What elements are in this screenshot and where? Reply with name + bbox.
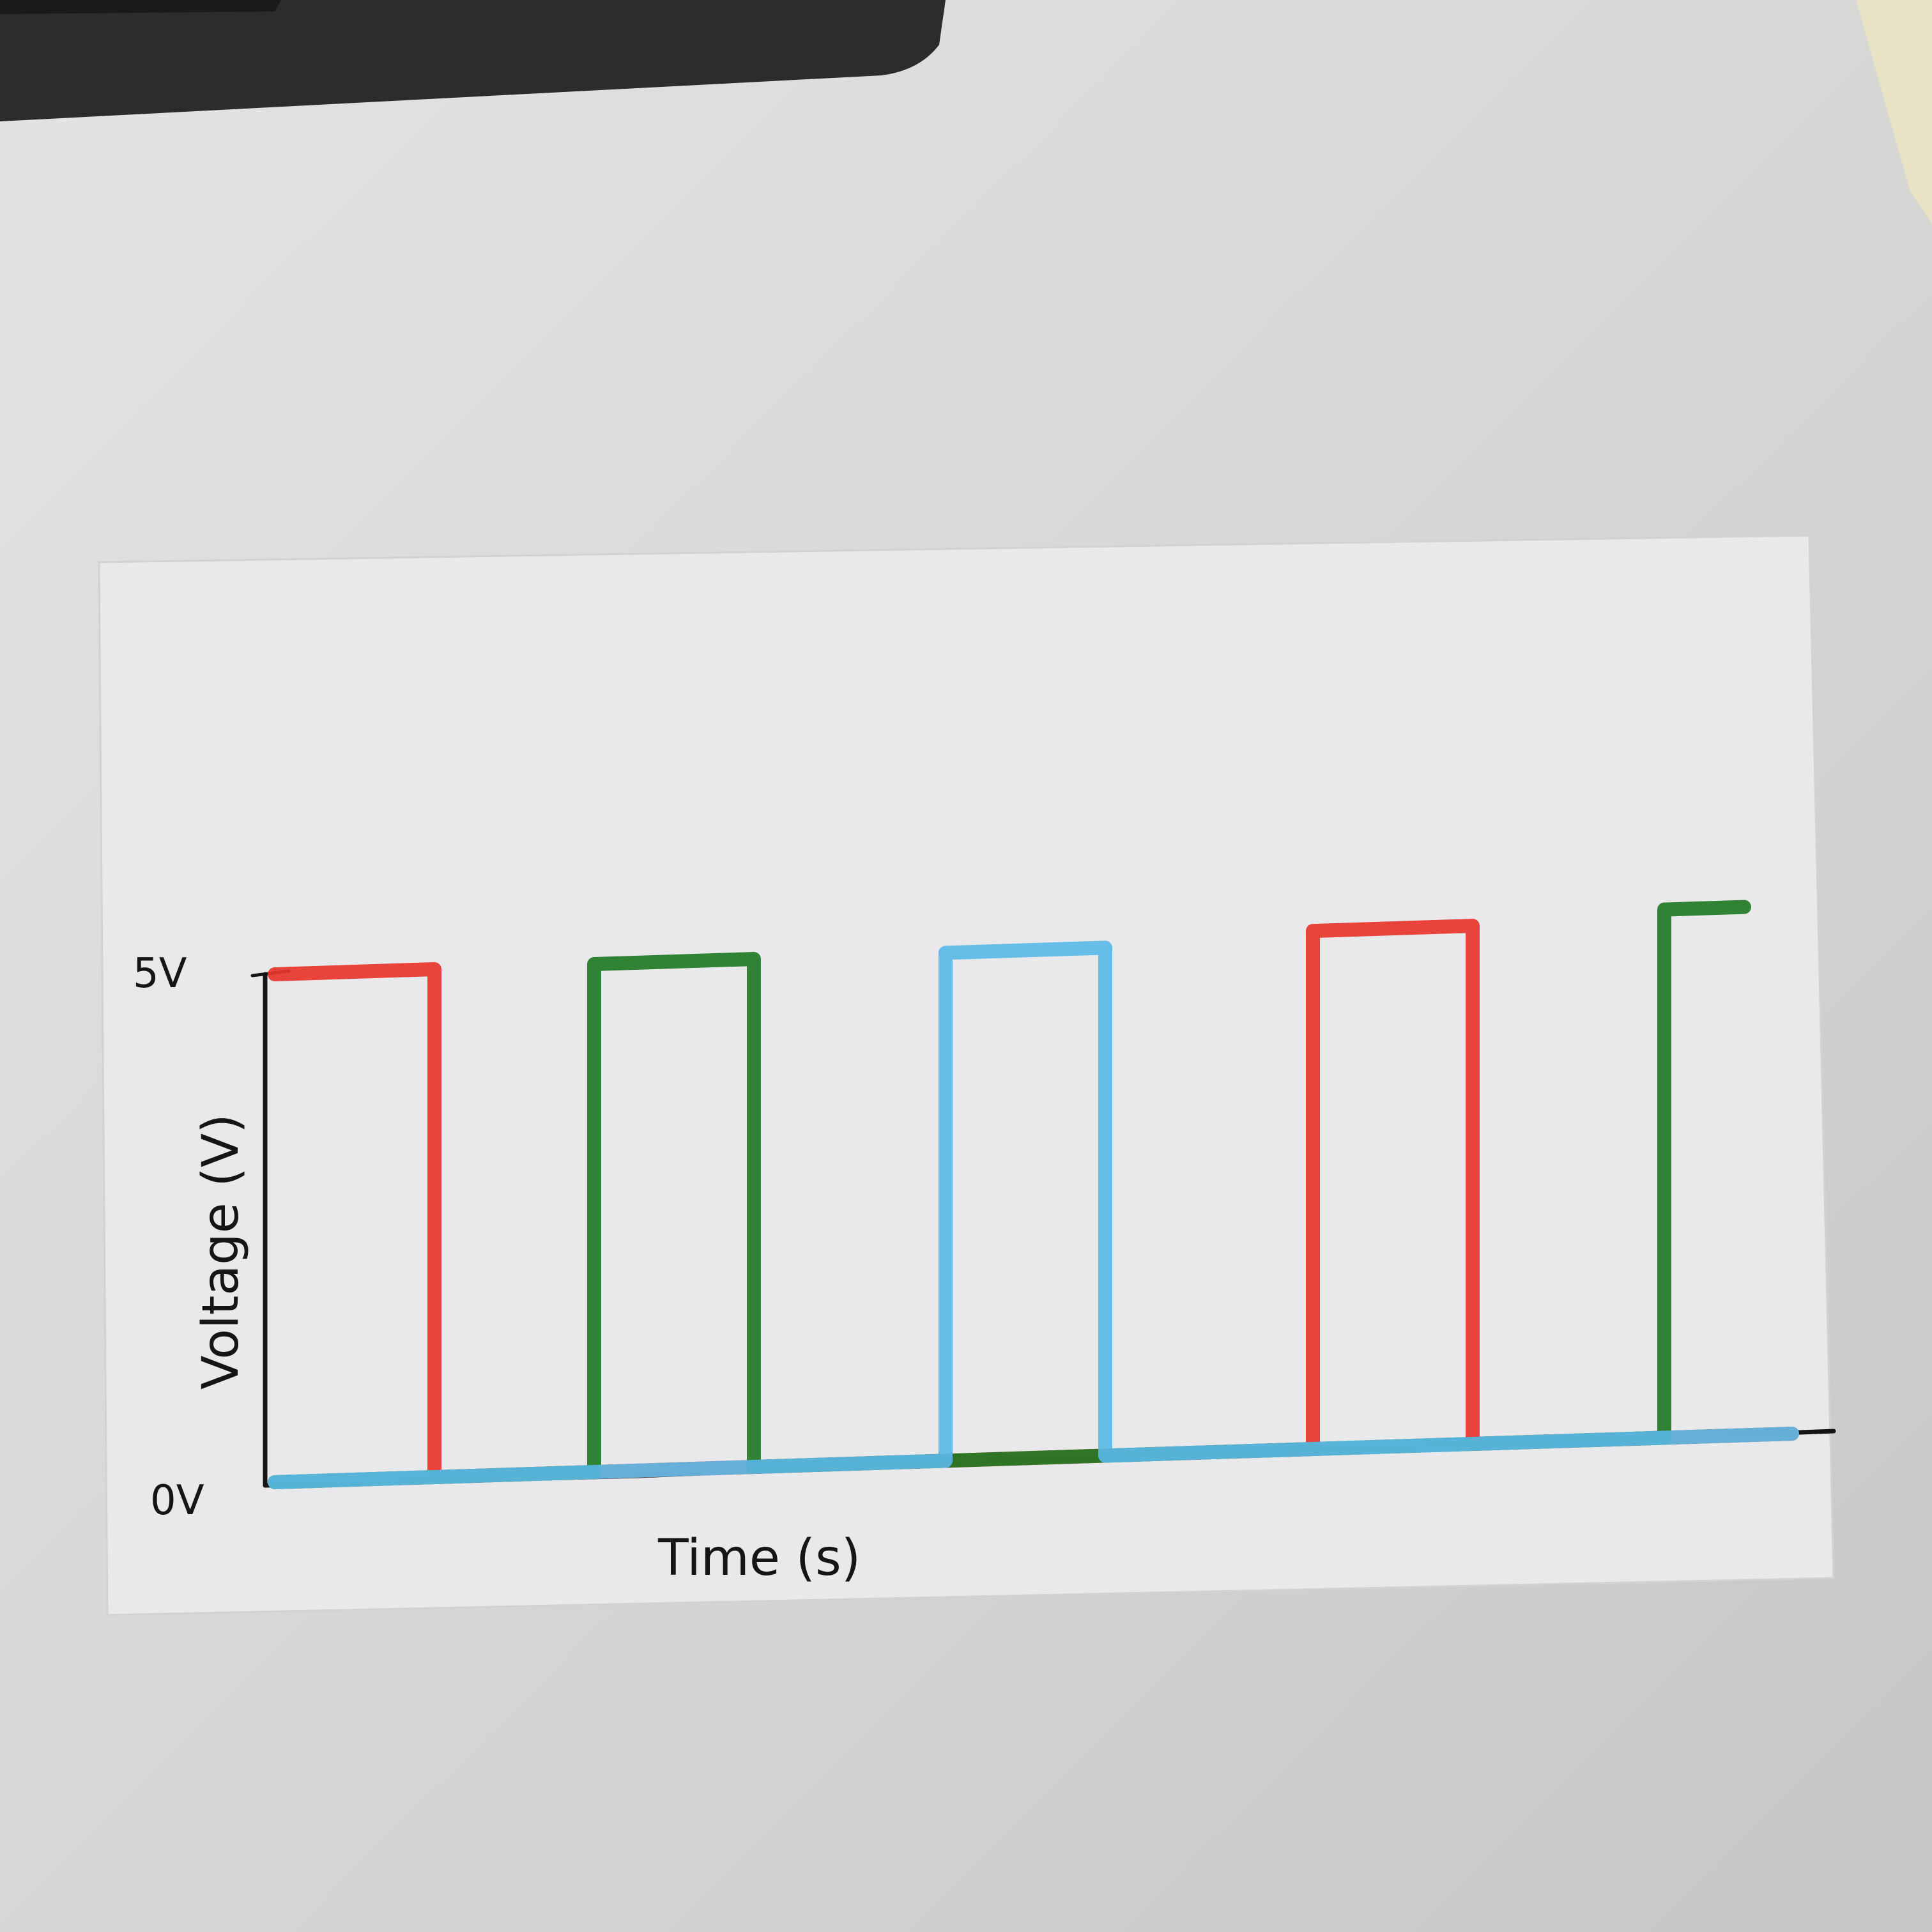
- keyboard-key: [0, 0, 281, 14]
- x-axis-label: Time (s): [657, 1529, 861, 1587]
- y-axis-label: Voltage (V): [192, 1114, 250, 1390]
- paper-card: [98, 534, 1835, 1616]
- chart: 5V 0V Time (s) Voltage (V): [133, 900, 1836, 1587]
- y-tick-label-0v: 0V: [150, 1477, 204, 1524]
- series-line-2: [268, 900, 1751, 1489]
- pencil: [1856, 0, 1932, 224]
- y-tick-label-5v: 5V: [133, 950, 187, 997]
- series-line-3: [268, 940, 1799, 1489]
- series-layer: [268, 900, 1799, 1489]
- series-line-1: [268, 919, 1799, 1484]
- keyboard-edge: [0, 0, 946, 121]
